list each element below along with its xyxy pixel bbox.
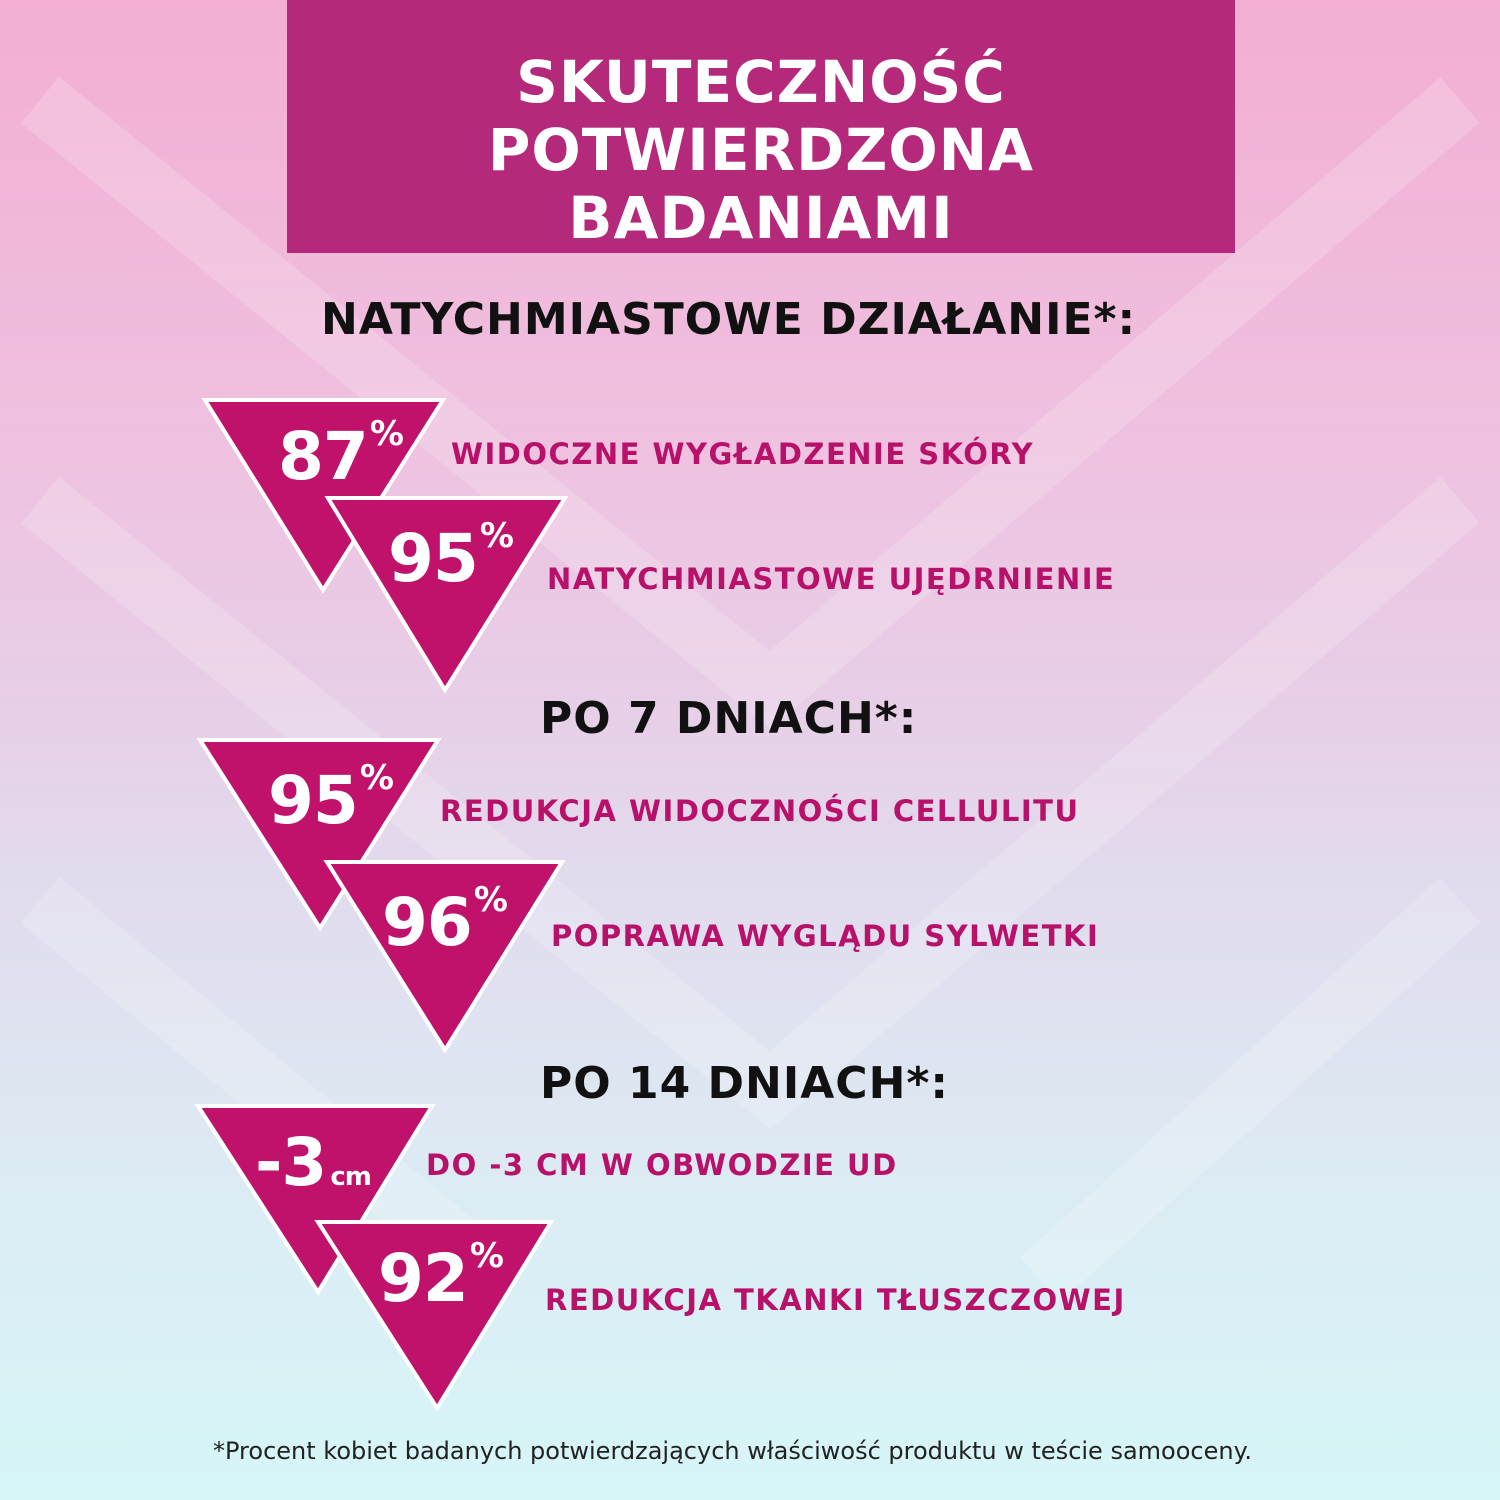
stat-label: REDUKCJA TKANKI TŁUSZCZOWEJ: [545, 1283, 1126, 1317]
stat-value: 95%: [268, 758, 394, 839]
triangle-badge: [314, 1220, 555, 1412]
title-banner: SKUTECZNOŚĆ POTWIERDZONA BADANIAMI: [287, 0, 1235, 253]
stat-value: 92%: [378, 1236, 504, 1317]
section-heading-immediate: NATYCHMIASTOWE DZIAŁANIE*:: [321, 294, 1137, 345]
title-line-1: SKUTECZNOŚĆ: [516, 48, 1006, 116]
triangle-badges: [194, 398, 569, 1412]
triangle-badge: [196, 738, 442, 932]
background-chevron: [20, 876, 520, 1304]
background-chevron: [21, 76, 1480, 730]
stat-value: -3 cm: [255, 1124, 372, 1201]
stat-value: 87%: [278, 414, 404, 495]
triangle-badge: [201, 398, 447, 594]
section-heading-7-days: PO 7 DNIACH*:: [540, 693, 918, 744]
stat-value: 96%: [382, 880, 508, 961]
stat-label: DO -3 CM W OBWODZIE UD: [426, 1148, 898, 1182]
background-chevron: [21, 476, 1480, 1130]
stat-label: REDUKCJA WIDOCZNOŚCI CELLULITU: [440, 794, 1080, 828]
section-heading-14-days: PO 14 DNIACH*:: [540, 1058, 950, 1109]
stat-value: 95%: [388, 516, 514, 597]
triangle-badge: [323, 860, 566, 1054]
background-chevron: [1019, 877, 1481, 1303]
triangle-badge: [194, 1104, 436, 1296]
stat-label: POPRAWA WYGLĄDU SYLWETKI: [551, 919, 1100, 953]
stat-label: NATYCHMIASTOWE UJĘDRNIENIE: [547, 562, 1116, 596]
stat-label: WIDOCZNE WYGŁADZENIE SKÓRY: [451, 437, 1035, 471]
title-line-2: POTWIERDZONA BADANIAMI: [487, 116, 1035, 252]
triangle-badge: [324, 496, 569, 694]
footnote: *Procent kobiet badanych potwierdzającyc…: [213, 1437, 1252, 1465]
